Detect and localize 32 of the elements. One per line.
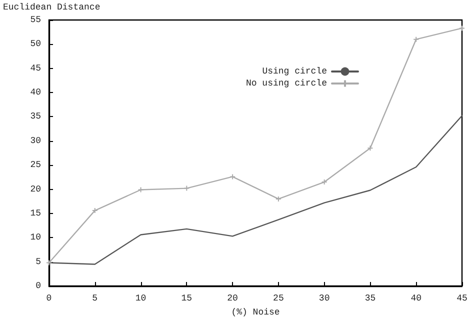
y-tick-label: 5 bbox=[36, 256, 41, 267]
x-tick-label: 0 bbox=[46, 294, 52, 304]
point bbox=[413, 36, 420, 42]
point bbox=[138, 186, 144, 193]
x-tick-label: 25 bbox=[273, 294, 284, 304]
point bbox=[367, 145, 374, 152]
y-tick-label: 25 bbox=[30, 160, 41, 170]
x-tick-label: 35 bbox=[364, 294, 376, 304]
y-tick-label: 20 bbox=[30, 184, 41, 194]
y-tick-label: 15 bbox=[30, 208, 41, 218]
y-tick-label: 0 bbox=[36, 281, 41, 291]
x-tick-label: 10 bbox=[135, 294, 146, 304]
y-tick-label: 50 bbox=[30, 39, 41, 50]
x-tick-label: 5 bbox=[92, 294, 98, 304]
y-tick-label: 10 bbox=[30, 232, 41, 243]
x-tick-label: 20 bbox=[227, 294, 238, 304]
x-tick-label: 15 bbox=[181, 294, 192, 304]
legend-label: No using circle bbox=[246, 78, 327, 88]
x-tick-label: 30 bbox=[318, 294, 330, 304]
x-tick-label: 45 bbox=[456, 294, 468, 304]
x-axis-title: (%) Noise bbox=[231, 307, 280, 318]
point bbox=[230, 174, 236, 180]
x-tick-label: 40 bbox=[410, 294, 422, 304]
line-series bbox=[48, 115, 463, 265]
y-tick-label: 55 bbox=[30, 15, 41, 25]
legend-label: Using circle bbox=[262, 66, 327, 76]
y-tick-label: 35 bbox=[30, 112, 41, 122]
y-tick-label: 40 bbox=[30, 88, 41, 98]
y-tick-label: 30 bbox=[30, 136, 41, 146]
point bbox=[184, 185, 190, 192]
y-axis-title: Euclidean Distance bbox=[3, 2, 100, 12]
y-tick-label: 45 bbox=[30, 63, 41, 74]
